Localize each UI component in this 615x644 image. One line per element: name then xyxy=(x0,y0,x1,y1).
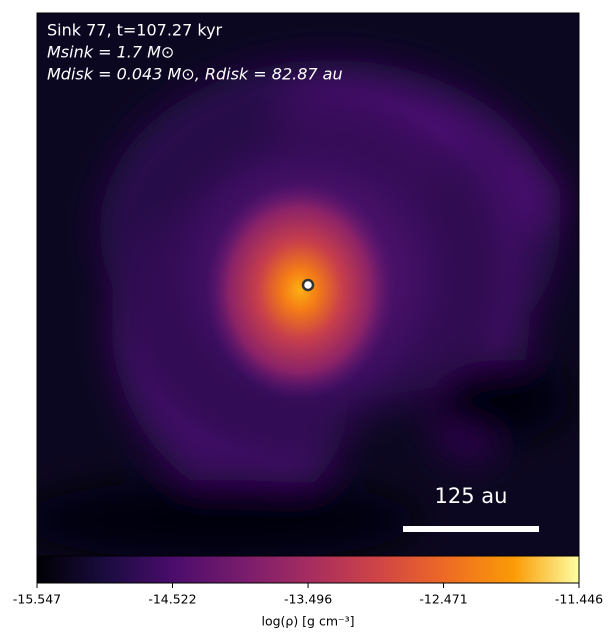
colorbar-tick-label: -15.547 xyxy=(13,592,61,607)
subtitle: Msink = 1.7 M⊙ xyxy=(47,43,174,62)
colorbar-tick-label: -12.471 xyxy=(419,592,467,607)
colorbar-tick-label: -11.446 xyxy=(555,592,603,607)
density-map xyxy=(37,13,579,556)
sink-marker xyxy=(301,278,315,292)
colorbar-tick-label: -13.496 xyxy=(284,592,332,607)
colorbar xyxy=(36,555,580,584)
colorbar-tick-label: -14.522 xyxy=(148,592,196,607)
scale-label: 125 au xyxy=(435,484,508,508)
title: Sink 77, t=107.27 kyr xyxy=(47,21,223,40)
colorbar-label: log(ρ) [g cm⁻³] xyxy=(261,614,354,629)
subtitle: Mdisk = 0.043 M⊙, Rdisk = 82.87 au xyxy=(47,65,343,84)
